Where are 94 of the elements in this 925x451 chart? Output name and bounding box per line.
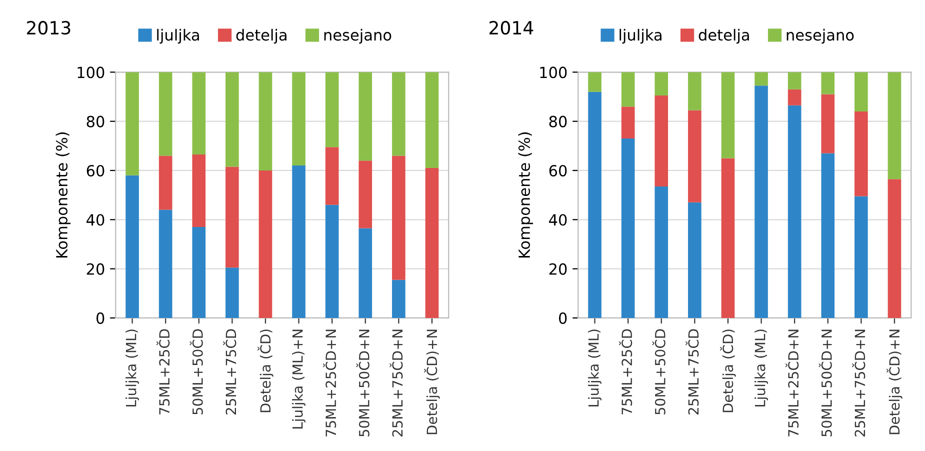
bar: [788, 89, 802, 106]
x-tick-label: Detelja (ČD)+N: [886, 330, 902, 434]
y-tick-label: 40: [86, 214, 104, 226]
bar: [588, 92, 602, 318]
y-axis-title: Komponente (%): [56, 132, 70, 258]
y-tick-label: 80: [549, 116, 567, 128]
x-tick-label: Ljuljka (ML): [126, 330, 139, 406]
x-tick-label: 50ML+50ČD: [190, 329, 203, 414]
bar: [392, 72, 406, 156]
legend-label: nesejano: [324, 28, 392, 44]
x-tick-label: 75ML+25ČD+N: [323, 330, 336, 436]
bar: [688, 202, 702, 318]
y-tick-label: 0: [96, 312, 104, 324]
bar: [721, 158, 735, 318]
bar: [358, 160, 372, 228]
bar: [754, 72, 768, 86]
bar: [888, 72, 902, 180]
x-tick-label: 25ML+75ČD+N: [852, 330, 866, 436]
bar: [854, 111, 868, 196]
x-tick-label: 25ML+75ČD+N: [390, 330, 403, 436]
bar: [192, 72, 206, 154]
x-tick-label: 25ML+75ČD: [223, 329, 236, 414]
bar: [621, 72, 635, 107]
x-tick-label: 50ML+50ČD+N: [356, 330, 370, 436]
legend-label: detelja: [236, 28, 286, 44]
bar: [226, 166, 239, 268]
bar: [821, 72, 835, 94]
bar: [588, 72, 602, 92]
y-tick-label: 60: [549, 164, 567, 176]
bar: [325, 204, 339, 318]
bar: [192, 227, 206, 318]
bar: [788, 72, 802, 90]
x-tick-label: Detelja (ČD)+N: [424, 330, 440, 434]
bar: [788, 105, 802, 318]
y-tick-label: 80: [86, 116, 104, 128]
y-tick-label: 0: [558, 312, 567, 324]
bar: [258, 170, 272, 318]
bar: [425, 168, 439, 318]
bar: [226, 72, 239, 167]
legend-label: ljuljka: [620, 28, 662, 44]
x-tick-label: Ljuljka (ML): [754, 330, 768, 406]
bar: [621, 106, 635, 139]
chart-title: 2014: [490, 20, 534, 35]
bar: [654, 186, 668, 318]
bar: [721, 72, 735, 158]
chart-title: 2013: [27, 20, 70, 35]
bar: [621, 138, 635, 318]
bar: [854, 196, 868, 318]
bar: [392, 280, 406, 318]
y-tick-label: 60: [86, 164, 104, 176]
bar: [821, 153, 835, 318]
legend-label: detelja: [698, 28, 749, 44]
bar: [158, 156, 172, 210]
bar: [392, 156, 406, 280]
bar: [258, 72, 272, 170]
y-tick-label: 40: [549, 214, 567, 226]
bar: [425, 72, 439, 168]
bar: [754, 86, 768, 318]
y-axis-title: Komponente (%): [518, 132, 533, 258]
x-tick-label: 75ML+25ČD+N: [786, 330, 799, 436]
bar: [292, 72, 306, 166]
bar: [126, 72, 139, 176]
bar: [654, 72, 668, 96]
bar: [325, 147, 339, 205]
legend-label: ljuljka: [157, 28, 199, 44]
bar: [126, 175, 139, 318]
x-tick-label: 25ML+75ČD: [686, 329, 699, 414]
bar: [358, 228, 372, 318]
bar: [158, 210, 172, 318]
bar: [688, 72, 702, 110]
bar: [358, 72, 372, 161]
bar: [654, 96, 668, 186]
y-tick-label: 20: [86, 263, 104, 275]
x-tick-label: Detelja (ČD): [258, 330, 274, 412]
bar: [888, 179, 902, 318]
x-tick-label: Detelja (ČD): [720, 330, 736, 412]
legend-label: nesejano: [786, 28, 854, 44]
x-tick-label: Ljuljka (ML)+N: [292, 330, 306, 428]
x-tick-label: 75ML+25ČD: [156, 329, 170, 414]
x-tick-label: 75ML+25ČD: [619, 329, 632, 414]
bar: [821, 94, 835, 154]
bar: [192, 154, 206, 228]
y-tick-label: 20: [549, 263, 567, 275]
bar: [325, 72, 339, 148]
bar: [854, 72, 868, 112]
y-tick-label: 100: [540, 66, 567, 78]
x-tick-label: 50ML+50ČD+N: [818, 330, 832, 436]
bar: [158, 72, 172, 156]
bar: [688, 110, 702, 202]
x-tick-label: Ljuljka (ML): [588, 330, 602, 406]
y-tick-label: 100: [78, 66, 104, 78]
x-tick-label: 50ML+50ČD: [652, 329, 666, 414]
bar: [226, 268, 239, 318]
bar: [292, 166, 306, 318]
